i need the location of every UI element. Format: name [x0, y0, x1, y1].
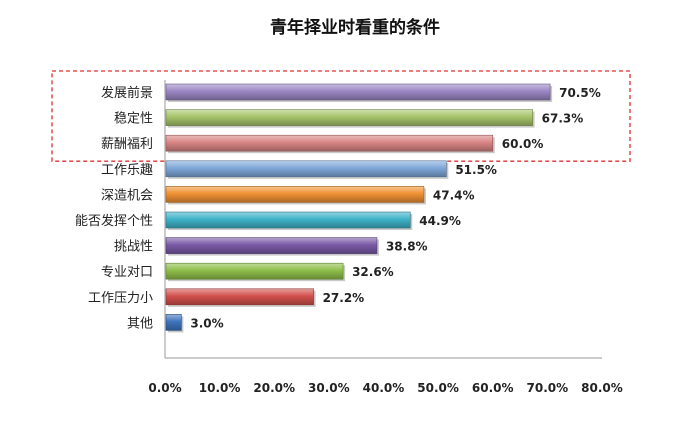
category-label: 工作压力小 [88, 291, 153, 306]
bar-9 [165, 314, 182, 331]
bar-0 [165, 83, 551, 101]
bar-1 [165, 109, 533, 126]
category-label: 专业对口 [101, 265, 153, 280]
value-label: 38.8% [386, 240, 428, 254]
category-label: 工作乐趣 [101, 163, 153, 178]
category-label: 能否发挥个性 [75, 213, 153, 229]
bar-5 [165, 211, 411, 229]
category-label: 深造机会 [101, 188, 153, 203]
value-label: 3.0% [190, 316, 223, 330]
x-tick-label: 0.0% [148, 381, 181, 395]
x-tick-label: 10.0% [199, 381, 241, 395]
highlight-box [51, 70, 631, 162]
bar-2 [165, 134, 494, 152]
x-tick-label: 40.0% [363, 381, 405, 395]
category-label: 其他 [127, 316, 153, 331]
x-tick-label: 30.0% [308, 381, 350, 395]
bar-8 [165, 288, 314, 306]
x-tick-label: 80.0% [581, 381, 623, 395]
bar-4 [165, 186, 425, 203]
category-label: 发展前景 [101, 85, 153, 101]
category-label: 稳定性 [114, 111, 153, 127]
x-tick-label: 50.0% [417, 381, 459, 395]
category-label: 挑战性 [114, 240, 153, 255]
x-tick-label: 20.0% [253, 381, 295, 395]
value-label: 27.2% [323, 291, 365, 305]
bar-7 [165, 262, 344, 280]
x-tick-label: 70.0% [527, 381, 569, 395]
value-label: 60.0% [502, 137, 544, 151]
bar-3 [165, 160, 447, 178]
value-label: 51.5% [455, 163, 497, 177]
category-label: 薪酬福利 [101, 137, 153, 152]
value-label: 32.6% [352, 265, 394, 279]
bar-6 [165, 237, 378, 254]
x-tick-label: 60.0% [472, 381, 514, 395]
value-label: 47.4% [433, 188, 475, 202]
value-label: 44.9% [419, 214, 461, 228]
chart-title: 青年择业时看重的条件 [270, 17, 440, 38]
value-label: 70.5% [559, 86, 601, 100]
value-label: 67.3% [542, 112, 584, 126]
